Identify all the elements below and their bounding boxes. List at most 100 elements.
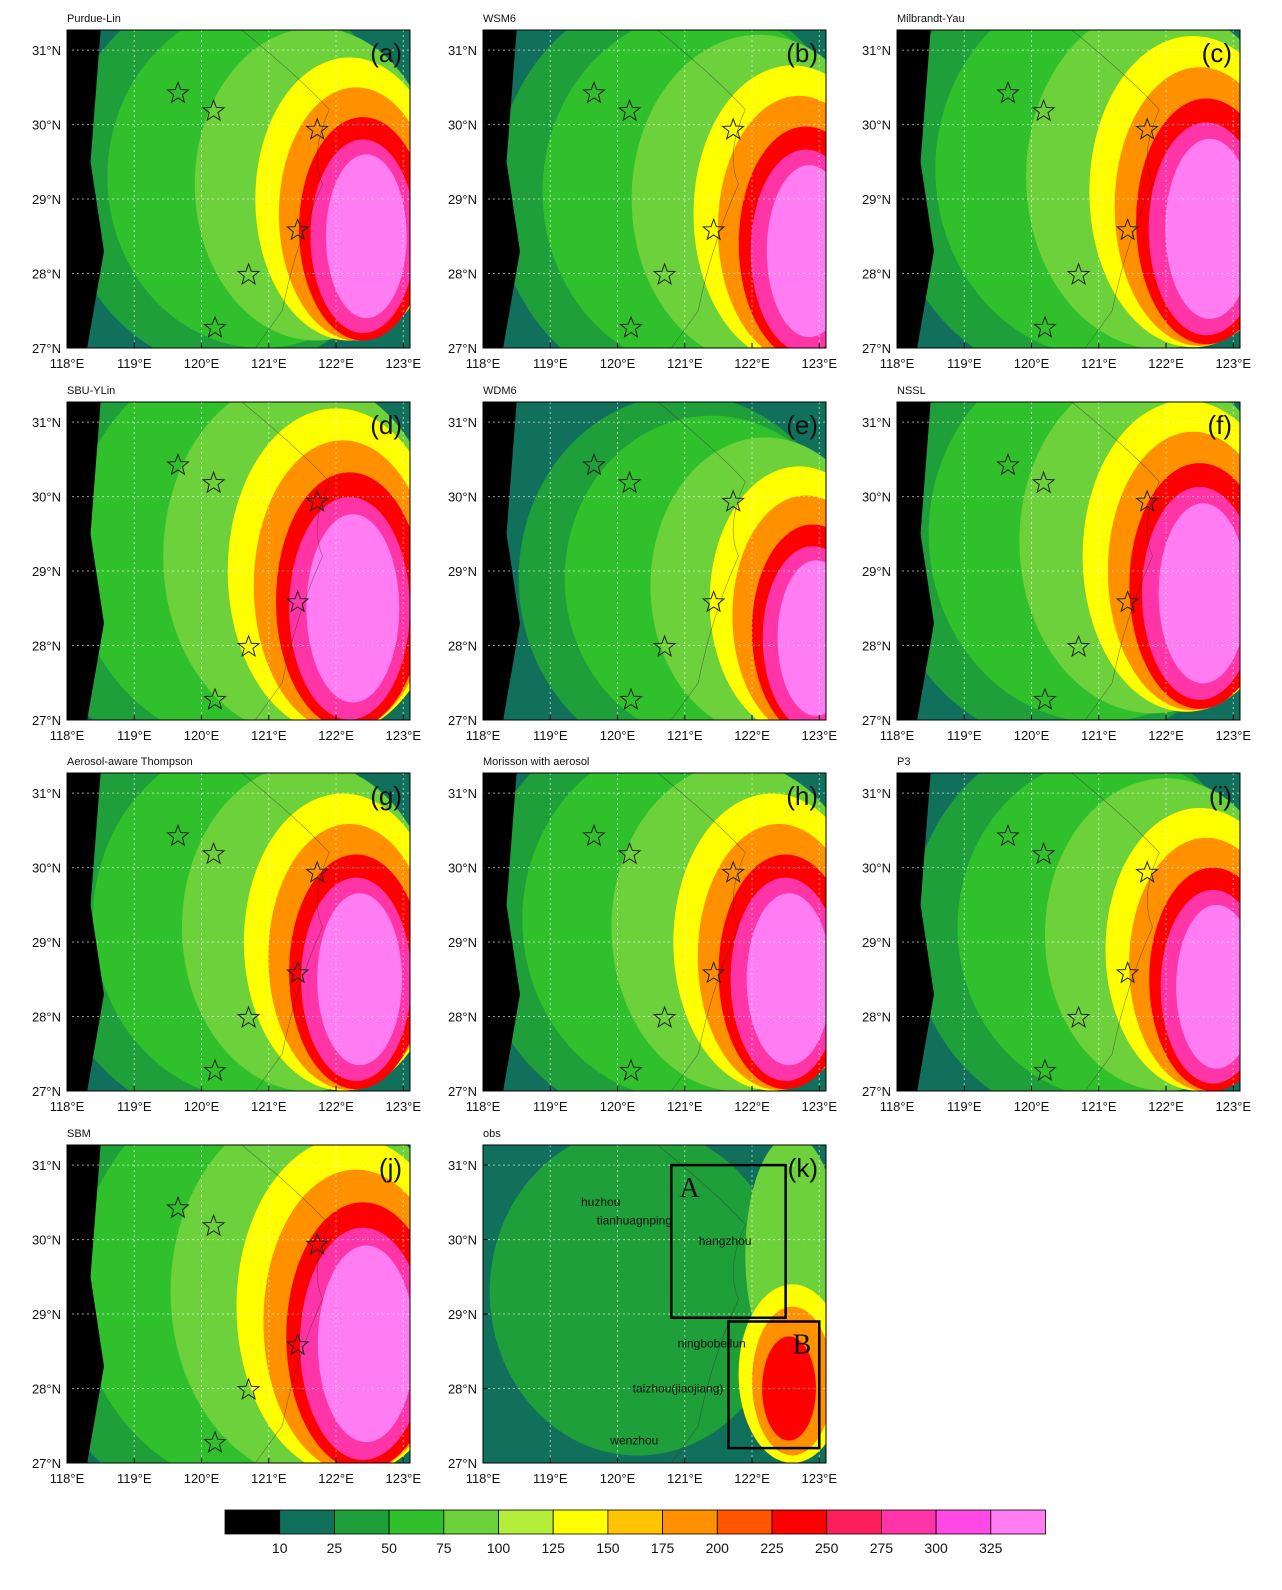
station-star xyxy=(201,1213,226,1237)
station-star xyxy=(1031,98,1056,122)
rain-field xyxy=(897,30,1240,348)
y-tick-label: 28°N xyxy=(32,1382,61,1397)
panel-frame xyxy=(66,29,411,349)
station-star xyxy=(305,489,329,512)
y-tick-label: 29°N xyxy=(32,1307,61,1322)
station-star xyxy=(652,262,677,286)
y-tick-label: 29°N xyxy=(448,1307,477,1322)
y-tick-label: 31°N xyxy=(32,43,61,58)
panel-letter: (h) xyxy=(786,781,818,811)
field-contour xyxy=(317,893,402,1066)
panel-frame xyxy=(896,29,1241,349)
city-label: hangzhou xyxy=(699,1234,752,1248)
colorbar-box xyxy=(552,1509,609,1535)
colorbar-box xyxy=(881,1509,937,1535)
x-tick-label: 120°E xyxy=(600,1099,636,1114)
y-tick-label: 30°N xyxy=(862,861,891,876)
colorbar-label: 275 xyxy=(870,1540,894,1556)
y-tick-label: 30°N xyxy=(448,490,477,505)
x-tick-label: 121°E xyxy=(667,356,703,371)
field-contour xyxy=(1176,904,1240,1069)
colorbar-box xyxy=(990,1509,1046,1535)
x-tick-label: 120°E xyxy=(184,728,220,743)
panel-letter: (j) xyxy=(379,1153,402,1183)
city-label: taizhou(jiaojiang) xyxy=(633,1381,724,1395)
station-star xyxy=(1135,117,1159,140)
map-panel: 118°E 119°E 120°E 121°E 122°E 123°E 27°N 28°N 29… xyxy=(32,756,421,1114)
x-tick-label: 123°E xyxy=(385,356,421,371)
city-label: ningbobeilun xyxy=(678,1337,746,1351)
x-tick-label: 121°E xyxy=(251,356,287,371)
coastline xyxy=(657,401,746,721)
field-contour xyxy=(306,514,400,703)
x-tick-label: 118°E xyxy=(50,728,85,743)
y-tick-label: 31°N xyxy=(448,786,477,801)
station-star xyxy=(619,1058,643,1081)
x-tick-label: 121°E xyxy=(1081,1099,1117,1114)
panel-frame xyxy=(66,772,411,1092)
x-tick-label: 118°E xyxy=(50,1099,85,1114)
station-star xyxy=(617,98,642,122)
station-star xyxy=(996,823,1020,847)
y-tick-label: 27°N xyxy=(862,1084,891,1099)
station-star xyxy=(166,1195,190,1219)
x-tick-label: 120°E xyxy=(1014,356,1050,371)
x-tick-label: 118°E xyxy=(50,356,85,371)
y-tick-label: 29°N xyxy=(32,564,61,579)
panel-title: WDM6 xyxy=(483,385,517,397)
x-tick-label: 122°E xyxy=(318,728,354,743)
station-star xyxy=(1066,262,1091,286)
y-tick-label: 27°N xyxy=(448,1084,477,1099)
station-star xyxy=(285,1332,310,1356)
station-star xyxy=(617,841,642,865)
field-contour xyxy=(325,154,407,319)
x-tick-label: 122°E xyxy=(734,356,770,371)
colorbar-box xyxy=(771,1509,828,1535)
y-tick-label: 30°N xyxy=(448,861,477,876)
x-tick-label: 119°E xyxy=(117,1099,152,1114)
y-tick-label: 29°N xyxy=(32,192,61,207)
station-star xyxy=(1135,489,1159,512)
coastline xyxy=(1071,29,1160,349)
colorbar-label: 100 xyxy=(487,1540,511,1556)
station-star xyxy=(203,315,227,338)
x-tick-label: 120°E xyxy=(600,1471,636,1486)
map-panel: 118°E 119°E 120°E 121°E 122°E 123°E 27°N 28°N 29… xyxy=(32,13,421,371)
field-contour xyxy=(746,893,826,1066)
station-star xyxy=(285,589,310,613)
station-star xyxy=(305,860,329,883)
y-tick-label: 30°N xyxy=(448,1233,477,1248)
x-tick-label: 118°E xyxy=(466,1471,501,1486)
x-tick-label: 122°E xyxy=(1148,728,1184,743)
colorbar-box xyxy=(224,1509,281,1535)
colorbar-box xyxy=(826,1509,882,1535)
field-contour xyxy=(766,165,826,338)
station-star xyxy=(236,1377,261,1401)
x-tick-label: 119°E xyxy=(947,1099,982,1114)
y-tick-label: 28°N xyxy=(862,1010,891,1025)
x-tick-label: 120°E xyxy=(184,1099,220,1114)
colorbar-label: 325 xyxy=(979,1540,1003,1556)
y-tick-label: 31°N xyxy=(862,43,891,58)
panel-frame xyxy=(896,401,1241,721)
y-tick-label: 28°N xyxy=(862,639,891,654)
region-label: B xyxy=(793,1330,812,1361)
station-star xyxy=(619,315,643,338)
field-contour xyxy=(317,1245,410,1443)
x-tick-label: 122°E xyxy=(734,1099,770,1114)
x-tick-label: 118°E xyxy=(880,356,915,371)
station-star xyxy=(721,860,745,883)
x-tick-label: 121°E xyxy=(251,1099,287,1114)
dry-region xyxy=(897,773,934,1091)
station-star xyxy=(285,960,310,984)
dry-region xyxy=(483,773,520,1091)
panel-frame xyxy=(482,772,827,1092)
dry-region xyxy=(483,30,520,348)
x-tick-label: 121°E xyxy=(251,1471,287,1486)
x-tick-label: 118°E xyxy=(880,728,915,743)
dry-region xyxy=(897,30,934,348)
station-star xyxy=(201,470,226,494)
y-tick-label: 31°N xyxy=(448,1158,477,1173)
station-star xyxy=(721,489,745,512)
station-star xyxy=(1066,634,1091,658)
